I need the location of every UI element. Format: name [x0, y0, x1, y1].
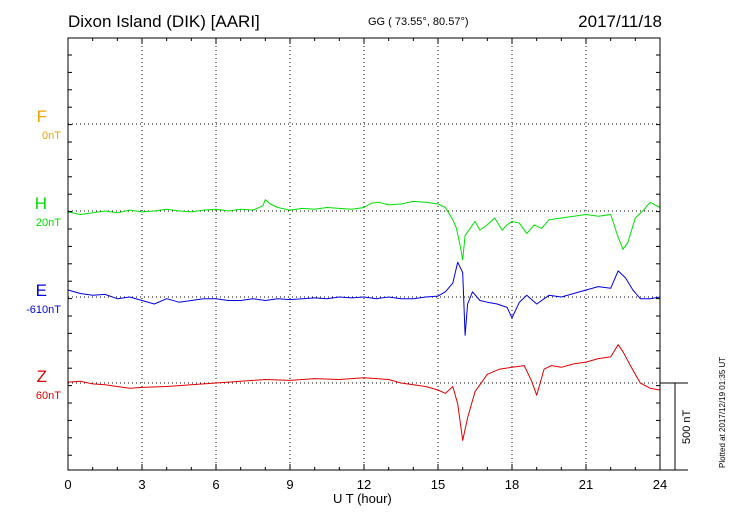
x-tick-labels: 0 3 6 9 12 15 18 21 24 — [64, 477, 667, 492]
plotted-timestamp: Plotted at 2017/12/19 01:35 UT — [718, 356, 727, 468]
x-tick-label: 18 — [505, 477, 519, 492]
x-tick-label: 21 — [579, 477, 593, 492]
geographic-coordinates: GG ( 73.55°, 80.57°) — [368, 16, 469, 28]
scale-bar — [660, 382, 688, 471]
channel-z-label: Z — [36, 367, 47, 386]
channel-e-label: E — [35, 281, 47, 300]
x-axis-label: U T (hour) — [333, 491, 392, 506]
channel-h-offset: 20nT — [35, 217, 61, 229]
x-tick-label: 12 — [357, 477, 371, 492]
x-tick-label: 3 — [138, 477, 145, 492]
x-tick-label: 6 — [212, 477, 219, 492]
channel-f-label: F — [36, 107, 47, 126]
channel-z-offset: 60nT — [35, 390, 61, 402]
series-e-line — [67, 261, 661, 336]
channel-e-offset: -610nT — [26, 304, 61, 316]
series-layer — [67, 199, 661, 441]
scale-bar-label: 500 nT — [681, 409, 693, 444]
channel-h-label: H — [34, 194, 47, 213]
series-h-line — [67, 199, 661, 261]
station-title: Dixon Island (DIK) [AARI] — [68, 12, 260, 31]
observation-date: 2017/11/18 — [578, 12, 662, 31]
x-tick-label: 24 — [653, 477, 667, 492]
axis-ticks — [67, 38, 661, 470]
x-tick-label: 9 — [286, 477, 293, 492]
series-z-line — [67, 344, 661, 441]
grid-lines — [68, 38, 660, 470]
channel-f-offset: 0nT — [42, 130, 61, 142]
x-tick-label: 15 — [431, 477, 445, 492]
x-tick-label: 0 — [64, 477, 71, 492]
